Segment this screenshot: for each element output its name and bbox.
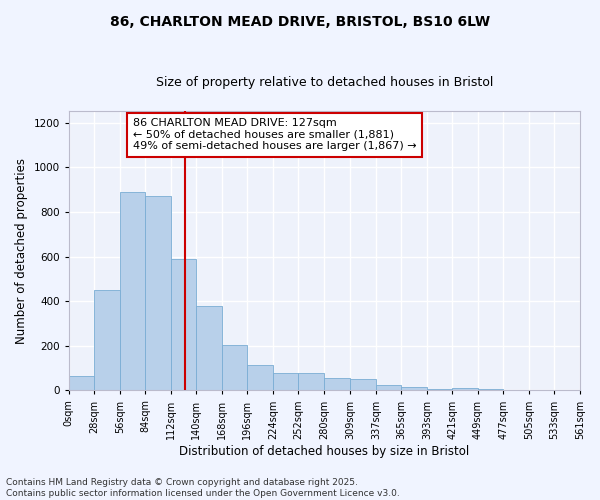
- Bar: [120, 192, 145, 390]
- Y-axis label: Number of detached properties: Number of detached properties: [15, 158, 28, 344]
- Bar: [171, 259, 196, 390]
- Bar: [222, 344, 247, 391]
- Bar: [69, 376, 94, 390]
- Text: 86, CHARLTON MEAD DRIVE, BRISTOL, BS10 6LW: 86, CHARLTON MEAD DRIVE, BRISTOL, BS10 6…: [110, 15, 490, 29]
- Bar: [196, 306, 222, 390]
- Bar: [94, 290, 120, 390]
- Bar: [273, 372, 298, 390]
- Text: 86 CHARLTON MEAD DRIVE: 127sqm
← 50% of detached houses are smaller (1,881)
49% : 86 CHARLTON MEAD DRIVE: 127sqm ← 50% of …: [133, 118, 416, 152]
- Title: Size of property relative to detached houses in Bristol: Size of property relative to detached ho…: [156, 76, 493, 90]
- Bar: [298, 372, 324, 390]
- Bar: [145, 196, 171, 390]
- X-axis label: Distribution of detached houses by size in Bristol: Distribution of detached houses by size …: [179, 444, 470, 458]
- Bar: [376, 385, 401, 390]
- Bar: [324, 378, 350, 390]
- Bar: [452, 388, 478, 390]
- Bar: [350, 380, 376, 390]
- Bar: [247, 365, 273, 390]
- Bar: [401, 387, 427, 390]
- Text: Contains HM Land Registry data © Crown copyright and database right 2025.
Contai: Contains HM Land Registry data © Crown c…: [6, 478, 400, 498]
